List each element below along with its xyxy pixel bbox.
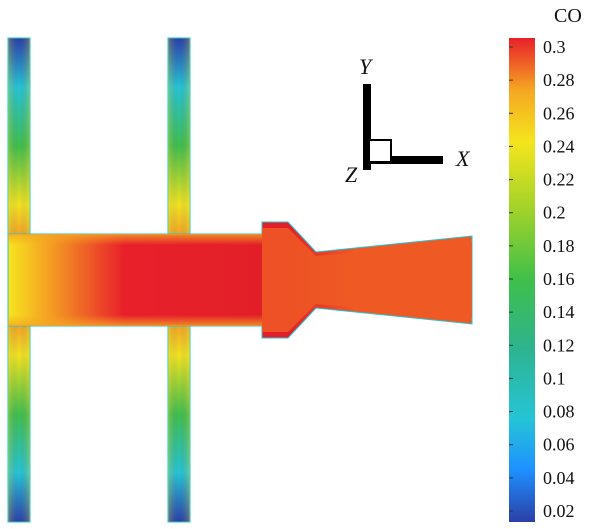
inlet-channel-1	[7, 37, 31, 523]
colorbar-tick-label: 0.14	[543, 302, 575, 322]
colorbar-title: CO	[554, 5, 582, 27]
colorbar-tick-label: 0.3	[543, 37, 566, 57]
y-axis-letter: Y	[359, 54, 374, 79]
flow-field	[7, 37, 473, 523]
inlet-channel-2	[167, 37, 191, 523]
y-axis-arrow	[363, 84, 371, 170]
colorbar-tick-label: 0.12	[543, 335, 575, 355]
colorbar-tick-label: 0.26	[543, 103, 575, 123]
colorbar: CO 0.3 0.28 0.26 0.24 0.22 0.2 0.18 0.16 0.14 0.1…	[509, 5, 582, 522]
colorbar-gradient	[509, 38, 535, 522]
colorbar-tick-label: 0.2	[543, 203, 566, 223]
colorbar-tick-label: 0.16	[543, 269, 575, 289]
z-axis-letter: Z	[345, 162, 358, 187]
x-axis-letter: X	[455, 146, 471, 171]
main-chamber	[7, 221, 473, 339]
colorbar-tick-label: 0.22	[543, 170, 575, 190]
colorbar-tick-label: 0.24	[543, 136, 575, 156]
colorbar-ticks: 0.3 0.28 0.26 0.24 0.22 0.2 0.18 0.16 0.14 0.12 0.…	[509, 37, 575, 521]
colorbar-tick-label: 0.28	[543, 70, 575, 90]
x-axis-arrow	[363, 156, 443, 164]
colorbar-tick-label: 0.04	[543, 468, 575, 488]
z-axis-box	[368, 139, 392, 163]
colorbar-tick-label: 0.06	[543, 435, 575, 455]
colorbar-tick-label: 0.02	[543, 501, 575, 521]
colorbar-tick-label: 0.18	[543, 236, 575, 256]
colorbar-tick-label: 0.1	[543, 368, 566, 388]
axis-triad: Y X Z	[345, 54, 471, 187]
colorbar-tick-label: 0.08	[543, 402, 575, 422]
